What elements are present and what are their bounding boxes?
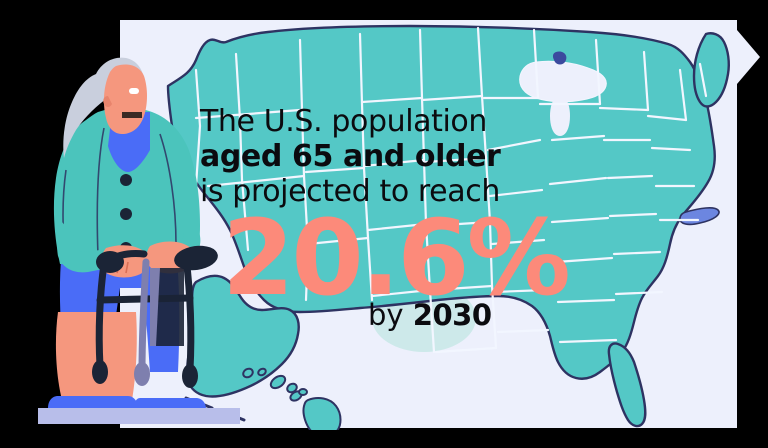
hawaii	[242, 367, 342, 430]
figure-ear	[103, 96, 112, 107]
florida	[607, 342, 647, 428]
walker-seat-highlight	[150, 268, 160, 346]
figure-shoe-left	[48, 396, 138, 408]
figure-eye	[129, 88, 139, 94]
walker-foot-mid	[134, 362, 150, 386]
state-borders	[194, 26, 708, 354]
new-england-tip	[692, 32, 730, 108]
figure-mouth	[122, 112, 142, 118]
lake-michigan	[550, 96, 570, 136]
figure-ground-shadow	[38, 408, 240, 424]
walker-grip-left	[96, 251, 124, 273]
contiguous-us-landmass	[166, 24, 716, 380]
great-lakes	[519, 60, 607, 103]
walker-grip-right	[174, 245, 218, 271]
walker-foot-left	[92, 360, 108, 384]
walker-frame-back	[138, 258, 150, 376]
lake-superior-sliver	[552, 51, 567, 65]
figure-shoe-right	[134, 398, 206, 409]
walker-foot-right	[182, 364, 198, 388]
